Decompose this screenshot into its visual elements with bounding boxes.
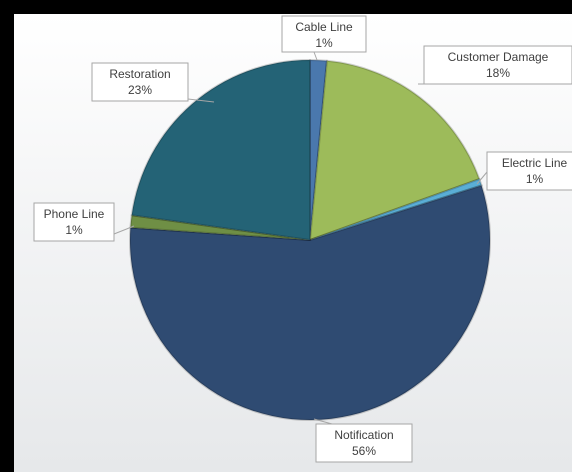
pie-slice-electric-line [309, 178, 483, 241]
data-label-value-restoration: 23% [128, 83, 152, 97]
data-label-box-phone-line [33, 202, 115, 242]
leader-line-phone-line [113, 225, 135, 235]
data-label-value-customer-damage: 18% [486, 66, 510, 80]
data-label-name-notification: Notification [334, 428, 393, 442]
data-label-box-electric-line [486, 151, 572, 191]
data-label-name-phone-line: Phone Line [44, 207, 105, 221]
pie-slice-restoration [130, 59, 311, 241]
data-label-name-cable-line: Cable Line [295, 20, 353, 34]
data-label-value-notification: 56% [352, 444, 376, 458]
leader-line-notification [313, 418, 333, 425]
pie-slice-cable-line [309, 59, 328, 241]
leader-line-restoration [187, 98, 215, 103]
pie-chart: Cable Line 1% Customer Damage 18% Electric L… [33, 15, 572, 463]
data-labels: Cable Line 1% Customer Damage 18% Electric L… [33, 15, 572, 463]
leader-line-cable-line [313, 51, 318, 61]
data-label-value-phone-line: 1% [65, 223, 83, 237]
leader-line-electric-line [476, 171, 488, 185]
data-label-value-electric-line: 1% [526, 172, 544, 186]
data-label-box-cable-line [281, 15, 367, 53]
pie-slice-customer-damage [309, 59, 481, 241]
chart-area: Cable Line 1% Customer Damage 18% Electric L… [14, 14, 572, 472]
pie-slices [129, 59, 492, 421]
data-label-box-customer-damage [423, 45, 572, 85]
data-label-box-restoration [91, 62, 189, 102]
pie-slice-notification [129, 184, 492, 421]
data-label-name-electric-line: Electric Line [502, 156, 568, 170]
data-label-name-customer-damage: Customer Damage [448, 50, 549, 64]
data-label-name-restoration: Restoration [109, 67, 170, 81]
data-label-value-cable-line: 1% [315, 36, 333, 50]
data-label-box-notification [315, 423, 413, 463]
